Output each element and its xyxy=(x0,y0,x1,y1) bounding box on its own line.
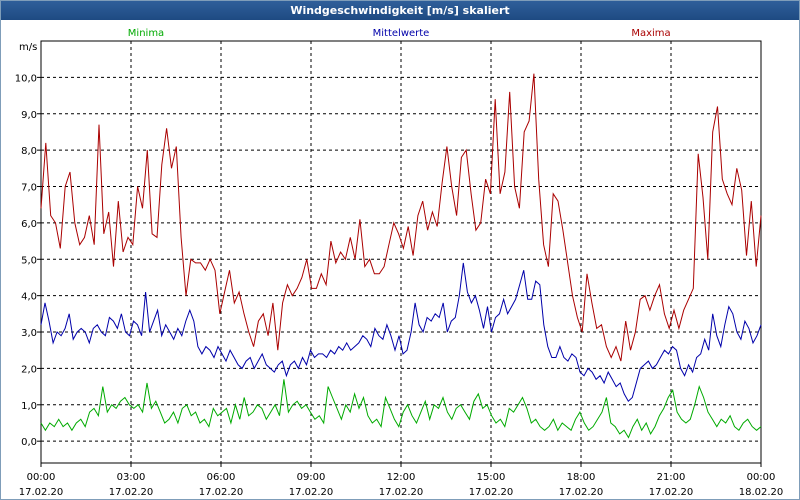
series-line-mittelwerte xyxy=(40,262,762,402)
x-tick-time: 21:00 xyxy=(657,472,686,483)
x-tick-time: 12:00 xyxy=(387,472,416,483)
x-tick-date: 17.02.20 xyxy=(379,487,424,498)
x-tick-date: 18.02.20 xyxy=(739,487,784,498)
y-tick-label: 2,0 xyxy=(21,364,37,375)
x-tick-time: 03:00 xyxy=(117,472,146,483)
y-tick-label: 5,0 xyxy=(21,255,37,266)
y-tick-label: 8,0 xyxy=(21,146,37,157)
x-tick-time: 09:00 xyxy=(297,472,326,483)
x-tick-time: 15:00 xyxy=(477,472,506,483)
series-line-maxima xyxy=(40,73,762,362)
x-tick-date: 17.02.20 xyxy=(559,487,604,498)
y-tick-label: 9,0 xyxy=(21,110,37,121)
x-tick-date: 17.02.20 xyxy=(289,487,334,498)
x-tick-date: 17.02.20 xyxy=(109,487,154,498)
y-tick-label: 0,0 xyxy=(21,437,37,448)
x-tick-date: 17.02.20 xyxy=(469,487,514,498)
y-tick-label: 1,0 xyxy=(21,401,37,412)
legend-minima: Minima xyxy=(128,28,164,39)
y-tick-label: 7,0 xyxy=(21,183,37,194)
y-tick-label: 4,0 xyxy=(21,292,37,303)
y-tick-label: 6,0 xyxy=(21,219,37,230)
x-tick-date: 17.02.20 xyxy=(199,487,244,498)
x-tick-time: 06:00 xyxy=(207,472,236,483)
series-line-minima xyxy=(40,379,762,439)
legend-mittelwerte: Mittelwerte xyxy=(373,28,430,39)
x-tick-time: 18:00 xyxy=(567,472,596,483)
y-axis-label: m/s xyxy=(19,42,37,53)
x-tick-time: 00:00 xyxy=(27,472,56,483)
y-tick-label: 10,0 xyxy=(15,73,37,84)
x-tick-date: 17.02.20 xyxy=(649,487,694,498)
x-tick-time: 00:00 xyxy=(747,472,776,483)
x-tick-date: 17.02.20 xyxy=(19,487,64,498)
chart-title: Windgeschwindigkeit [m/s] skaliert xyxy=(1,1,799,20)
legend-maxima: Maxima xyxy=(631,28,670,39)
y-tick-label: 3,0 xyxy=(21,328,37,339)
